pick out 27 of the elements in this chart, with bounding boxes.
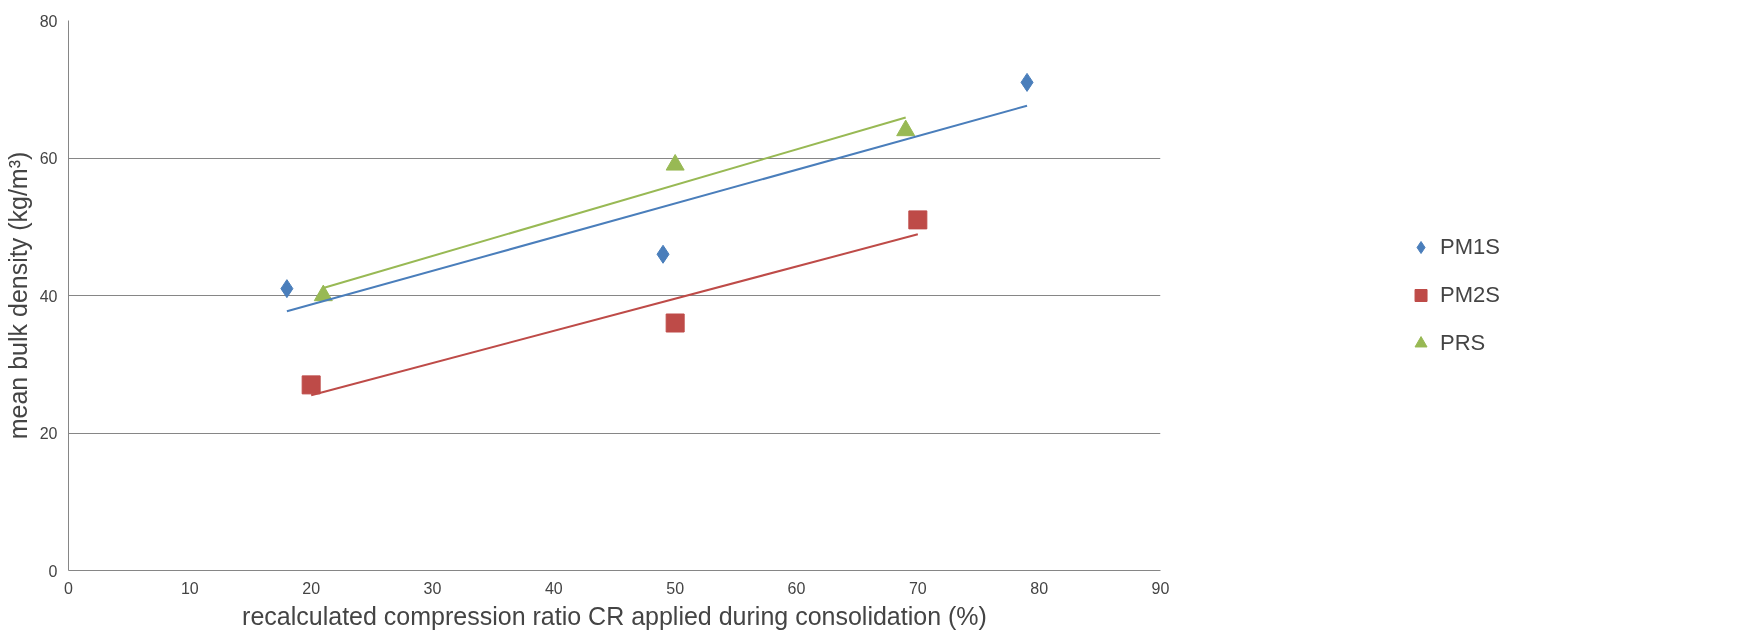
y-tick-label: 80: [39, 12, 58, 30]
y-tick-label: 40: [39, 287, 58, 305]
y-tick-label: 20: [39, 425, 58, 442]
point: [896, 119, 916, 137]
x-tick-label: 40: [544, 579, 563, 597]
point: [908, 210, 928, 230]
legend-label: PM2S: [1440, 282, 1500, 308]
x-tick-label: 50: [666, 579, 685, 597]
x-tick-label: 0: [64, 579, 74, 597]
x-tick-label: 10: [180, 579, 199, 597]
x-tick-label: 70: [908, 579, 927, 597]
x-tick-label: 80: [1030, 579, 1049, 597]
point: [1020, 72, 1034, 92]
x-axis-title: recalculated compression ratio CR applied during consolidation (%): [242, 601, 987, 630]
x-tick-label: 20: [302, 579, 321, 597]
y-axis-title: mean bulk density (kg/m³): [3, 151, 32, 440]
point: [280, 279, 294, 299]
legend-label: PRS: [1440, 330, 1486, 356]
point: [656, 244, 670, 264]
x-tick-label: 30: [423, 579, 442, 597]
x-tick-label: 90: [1151, 579, 1170, 597]
x-tick-label: 60: [787, 579, 806, 597]
point: [301, 375, 321, 395]
y-tick-label: 60: [39, 150, 58, 167]
legend-label: PM1S: [1440, 234, 1500, 260]
point: [665, 313, 685, 333]
y-tick-label: 0: [48, 562, 58, 580]
